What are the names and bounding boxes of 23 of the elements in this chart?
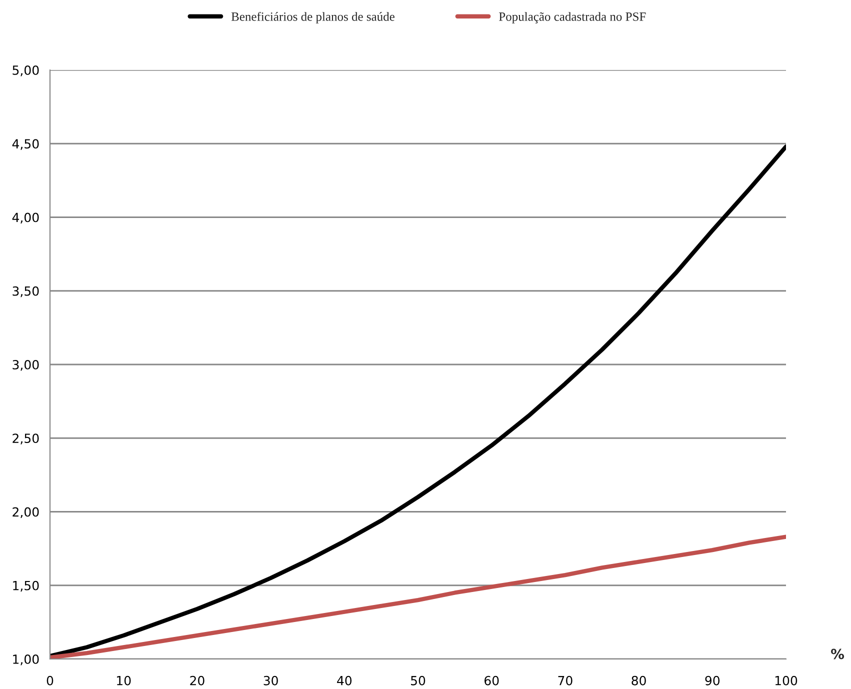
x-tick-label: 60 bbox=[484, 676, 499, 686]
x-axis-title: % bbox=[831, 648, 844, 660]
legend-label: População cadastrada no PSF bbox=[499, 12, 646, 24]
y-tick-label: 2,50 bbox=[12, 434, 39, 444]
x-tick-label: 50 bbox=[411, 676, 426, 686]
y-tick-label: 1,00 bbox=[13, 654, 39, 666]
x-tick-label: 0 bbox=[46, 676, 54, 686]
x-tick-label: 70 bbox=[558, 676, 572, 686]
x-tick-label: 20 bbox=[190, 676, 204, 686]
legend-label: Beneficiários de planos de saúde bbox=[231, 12, 394, 24]
x-tick-label: 30 bbox=[264, 676, 278, 686]
x-tick-label: 90 bbox=[705, 676, 720, 686]
y-tick-label: 4,00 bbox=[12, 212, 39, 224]
y-tick-label: 5,00 bbox=[12, 65, 39, 76]
y-tick-label: 1,50 bbox=[13, 580, 39, 592]
x-tick-label: 80 bbox=[632, 676, 646, 686]
y-tick-label: 3,50 bbox=[12, 286, 39, 298]
y-tick-label: 4,50 bbox=[12, 139, 39, 150]
y-tick-label: 2,00 bbox=[12, 507, 39, 518]
x-tick-label: 40 bbox=[337, 676, 352, 686]
x-tick-label: 100 bbox=[775, 676, 798, 686]
x-tick-label: 10 bbox=[117, 676, 131, 686]
y-tick-label: 3,00 bbox=[12, 360, 39, 371]
